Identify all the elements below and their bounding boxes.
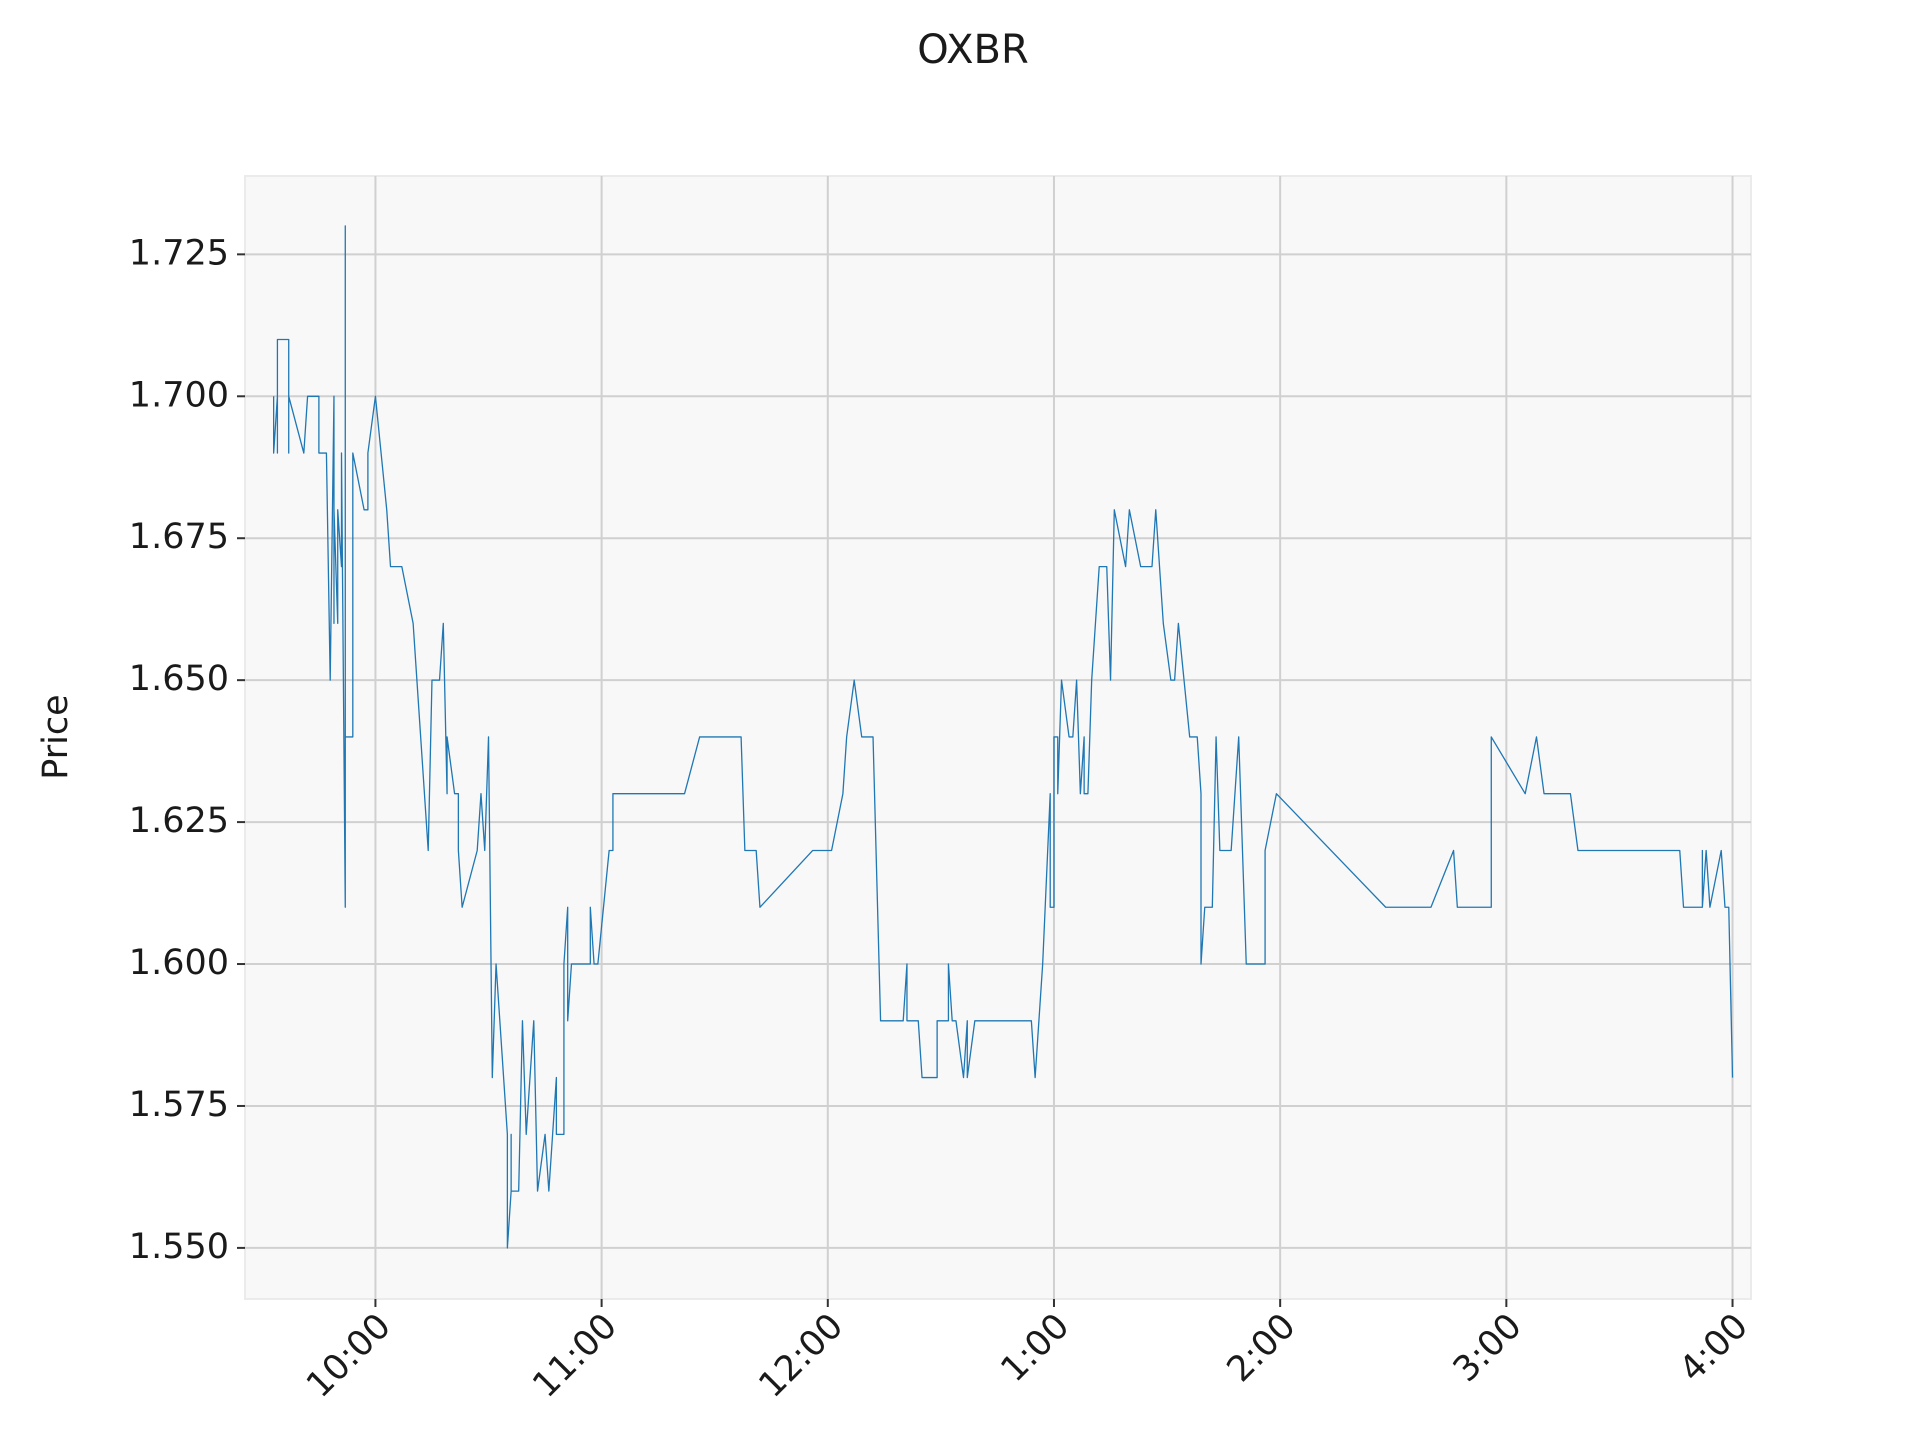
chart-title: OXBR [917, 27, 1029, 73]
price-line [272, 225, 1734, 1249]
y-tick-label: 1.675 [129, 517, 229, 557]
x-tick-label: 4:00 [1672, 1306, 1756, 1390]
y-axis-label: Price [36, 694, 76, 779]
x-tick-label: 10:00 [299, 1306, 399, 1406]
y-tick-label: 1.625 [129, 801, 229, 841]
x-tick-label: 1:00 [994, 1306, 1078, 1390]
y-tick-label: 1.550 [129, 1227, 229, 1267]
x-tick-label: 3:00 [1446, 1306, 1530, 1390]
y-tick-label: 1.700 [129, 375, 229, 415]
y-tick-label: 1.725 [129, 233, 229, 273]
y-tick-label: 1.575 [129, 1085, 229, 1125]
y-tick-label: 1.650 [129, 659, 229, 699]
plot-area [244, 175, 1752, 1300]
x-tick-label: 2:00 [1220, 1306, 1304, 1390]
x-tick-label: 12:00 [752, 1306, 852, 1406]
x-tick-label: 11:00 [525, 1306, 625, 1406]
y-tick-label: 1.600 [129, 943, 229, 983]
